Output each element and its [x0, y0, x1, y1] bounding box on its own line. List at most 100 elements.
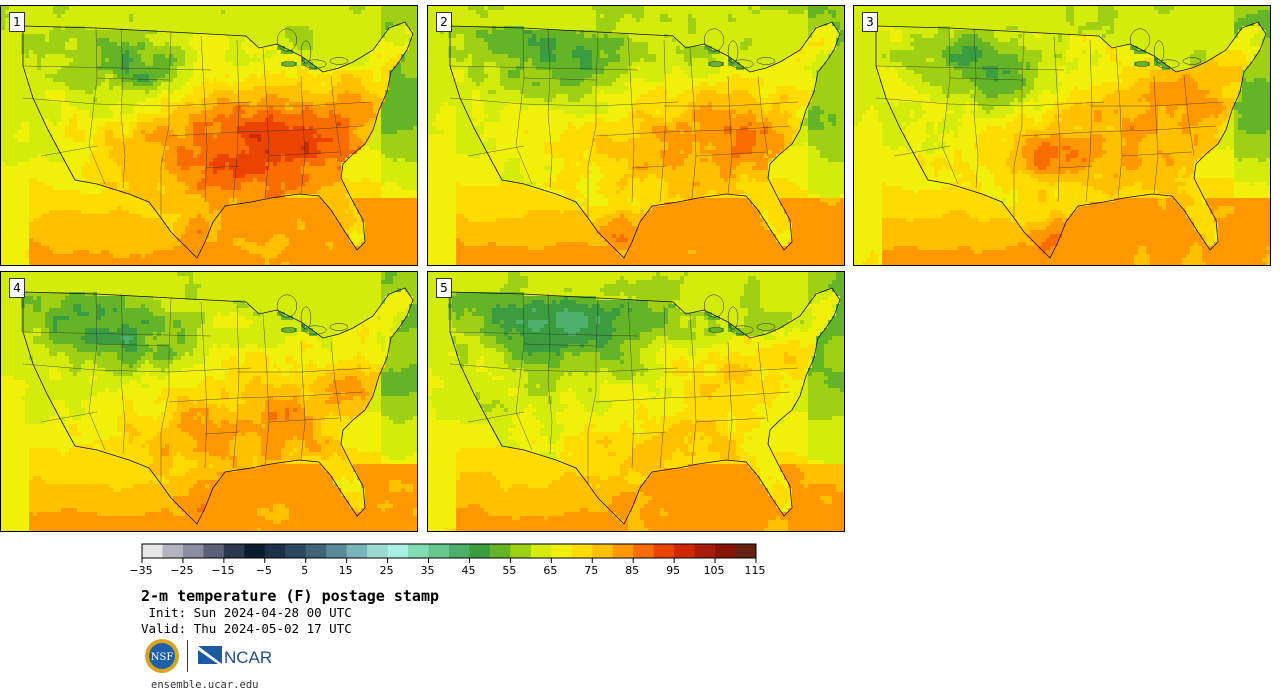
temperature-cell — [105, 86, 109, 90]
temperature-cell — [357, 162, 361, 166]
temperature-cell — [153, 70, 157, 74]
temperature-cell — [313, 190, 317, 194]
temperature-cell — [73, 110, 77, 114]
temperature-cell — [277, 114, 281, 118]
temperature-cell — [25, 110, 29, 114]
temperature-cell — [389, 54, 393, 58]
temperature-cell — [313, 90, 317, 94]
temperature-cell — [289, 178, 293, 182]
temperature-cell — [217, 26, 221, 30]
temperature-cell — [389, 126, 393, 130]
temperature-cell — [341, 130, 345, 134]
temperature-cell — [301, 26, 305, 30]
temperature-cell — [13, 94, 17, 98]
temperature-cell — [169, 6, 173, 10]
temperature-cell — [401, 74, 405, 78]
temperature-cell — [181, 166, 185, 170]
temperature-cell — [69, 54, 73, 58]
temperature-cell — [201, 98, 205, 102]
temperature-cell — [365, 38, 369, 42]
temperature-cell — [93, 170, 97, 174]
temperature-cell — [117, 70, 121, 74]
temperature-cell — [189, 90, 193, 94]
temperature-cell — [301, 130, 305, 134]
temperature-cell — [61, 194, 65, 198]
temperature-cell — [221, 106, 225, 110]
temperature-cell — [33, 70, 37, 74]
temperature-cell — [285, 6, 289, 10]
temperature-cell — [109, 10, 113, 14]
temperature-cell — [41, 142, 45, 146]
temperature-cell — [289, 158, 293, 162]
temperature-cell — [249, 14, 253, 18]
temperature-cell — [305, 170, 309, 174]
temperature-cell — [161, 94, 165, 98]
temperature-cell — [401, 6, 405, 10]
temperature-cell — [137, 14, 141, 18]
temperature-cell — [61, 138, 65, 142]
temperature-cell — [289, 174, 293, 178]
temperature-cell — [333, 22, 337, 26]
temperature-cell — [117, 126, 121, 130]
temperature-cell — [5, 62, 9, 66]
temperature-cell — [297, 122, 301, 126]
temperature-cell — [269, 114, 273, 118]
temperature-cell — [181, 122, 185, 126]
temperature-cell — [293, 126, 297, 130]
temperature-cell — [93, 74, 97, 78]
temperature-cell — [349, 122, 353, 126]
temperature-cell — [25, 146, 29, 150]
temperature-cell — [401, 102, 405, 106]
temperature-cell — [57, 94, 61, 98]
temperature-cell — [393, 154, 397, 158]
temperature-cell — [353, 74, 357, 78]
temperature-cell — [405, 74, 409, 78]
temperature-cell — [189, 10, 193, 14]
temperature-cell — [77, 134, 81, 138]
temperature-cell — [365, 74, 369, 78]
temperature-cell — [77, 170, 81, 174]
temperature-cell — [141, 30, 145, 34]
temperature-cell — [201, 6, 205, 10]
temperature-cell — [297, 102, 301, 106]
temperature-cell — [117, 134, 121, 138]
temperature-cell — [165, 54, 169, 58]
temperature-cell — [317, 78, 321, 82]
temperature-cell — [317, 98, 321, 102]
temperature-cell — [317, 54, 321, 58]
temperature-cell — [21, 130, 25, 134]
temperature-cell — [93, 90, 97, 94]
temperature-cell — [273, 118, 277, 122]
temperature-cell — [173, 114, 177, 118]
temperature-cell — [69, 158, 73, 162]
temperature-cell — [45, 122, 49, 126]
temperature-cell — [325, 154, 329, 158]
temperature-cell — [177, 130, 181, 134]
temperature-cell — [37, 50, 41, 54]
temperature-cell — [365, 134, 369, 138]
temperature-cell — [65, 146, 69, 150]
temperature-cell — [393, 94, 397, 98]
temperature-cell — [277, 150, 281, 154]
temperature-cell — [193, 30, 197, 34]
temperature-cell — [1, 46, 5, 50]
temperature-cell — [225, 26, 229, 30]
temperature-cell — [377, 118, 381, 122]
temperature-cell — [365, 34, 369, 38]
temperature-cell — [249, 162, 253, 166]
temperature-cell — [21, 90, 25, 94]
temperature-cell — [333, 182, 337, 186]
temperature-cell — [265, 6, 269, 10]
temperature-cell — [153, 38, 157, 42]
temperature-cell — [169, 186, 173, 190]
temperature-cell — [133, 82, 137, 86]
temperature-cell — [45, 182, 49, 186]
temperature-cell — [69, 182, 73, 186]
temperature-cell — [13, 170, 17, 174]
temperature-cell — [337, 18, 341, 22]
temperature-cell — [381, 142, 385, 146]
temperature-cell — [221, 194, 225, 198]
temperature-cell — [73, 74, 77, 78]
temperature-cell — [405, 118, 409, 122]
temperature-cell — [37, 150, 41, 154]
